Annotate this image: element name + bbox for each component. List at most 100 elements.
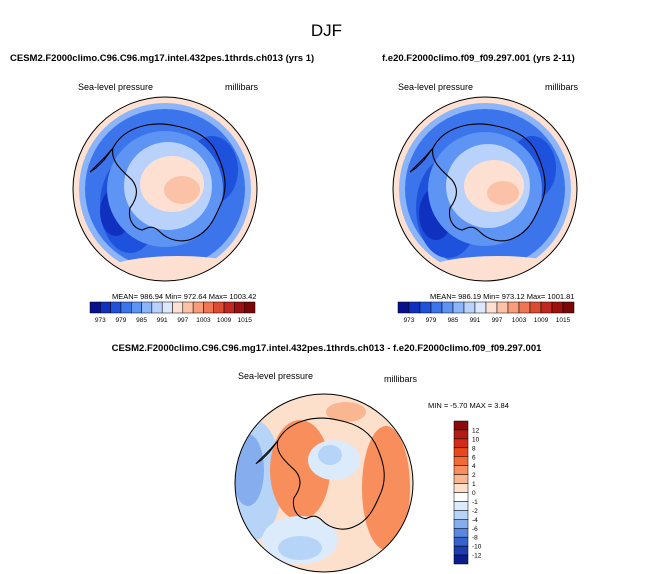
colorbar-panel2-swatch-14 xyxy=(551,301,564,314)
colorbar-difference-label-4: 4 xyxy=(472,463,476,470)
colorbar-panel1-tick-6: 1009 xyxy=(217,317,232,324)
colorbar-panel1-swatch-3 xyxy=(120,301,132,314)
panel3-positive-center xyxy=(270,420,330,520)
colorbar-panel2-swatch-1 xyxy=(408,301,421,314)
panel3-border xyxy=(234,393,414,573)
panel2-map xyxy=(392,96,578,282)
colorbar-panel1-swatch-2 xyxy=(110,301,122,314)
colorbar-difference-swatch-12 xyxy=(453,528,469,538)
main-title: DJF xyxy=(310,21,343,40)
colorbar-panel2-swatch-0 xyxy=(397,301,410,314)
colorbar-panel1-swatch-13 xyxy=(223,301,235,314)
panel1-high-core xyxy=(164,176,200,204)
colorbar-difference-swatch-8 xyxy=(453,492,469,502)
colorbar-difference-swatch-15 xyxy=(453,554,469,565)
colorbar-panel2-tick-3: 991 xyxy=(470,317,481,324)
colorbar-panel2-swatch-7 xyxy=(474,301,487,314)
colorbar-difference-swatch-4 xyxy=(453,456,469,466)
panel2-high-core xyxy=(487,181,519,205)
colorbar-difference-swatch-6 xyxy=(453,474,469,484)
panel3-negative-west-core xyxy=(235,434,264,506)
colorbar-difference-label-14: -12 xyxy=(472,553,482,560)
colorbar-panel2-tick-1: 979 xyxy=(426,317,437,324)
colorbar-panel2-swatch-5 xyxy=(452,301,465,314)
colorbar-panel2-swatch-15 xyxy=(562,301,575,314)
colorbar-panel2-tick-2: 985 xyxy=(448,317,459,324)
colorbar-panel1-swatch-6 xyxy=(151,301,163,314)
colorbar-panel1-swatch-9 xyxy=(182,301,194,314)
colorbar-panel2-swatch-12 xyxy=(529,301,542,314)
colorbar-difference-swatch-1 xyxy=(453,429,469,440)
colorbar-difference-label-8: -1 xyxy=(472,499,478,506)
colorbar-difference-swatch-11 xyxy=(453,519,469,529)
colorbar-difference-swatch-7 xyxy=(453,483,469,493)
colorbar-difference-label-7: 0 xyxy=(472,490,476,497)
colorbar-panel2-swatch-6 xyxy=(463,301,476,314)
colorbar-panel1-swatch-12 xyxy=(213,301,225,314)
colorbar-panel2-swatch-9 xyxy=(496,301,509,314)
colorbar-difference-label-5: 2 xyxy=(472,472,476,479)
colorbar-panel1-swatch-14 xyxy=(234,301,245,314)
panel3-negative-south-core xyxy=(278,536,322,560)
colorbar-difference-swatch-10 xyxy=(453,510,469,520)
colorbar-panel1-swatch-15 xyxy=(244,301,256,314)
colorbar-panel1-tick-2: 985 xyxy=(136,317,147,324)
colorbar-difference-label-3: 6 xyxy=(472,454,476,461)
colorbar-panel2-swatch-11 xyxy=(518,301,531,314)
colorbar-panel1-tick-0: 973 xyxy=(95,317,106,324)
panel2-title: f.e20.F2000climo.f09_f09.297.001 (yrs 2-… xyxy=(382,53,575,64)
colorbar-panel1-tick-3: 991 xyxy=(157,317,168,324)
colorbar-panel2-swatch-3 xyxy=(430,301,443,314)
colorbar-difference-label-13: -10 xyxy=(472,544,482,551)
colorbar-difference-label-6: 1 xyxy=(472,481,476,488)
colorbar-difference-swatch-13 xyxy=(453,536,469,547)
panel2-border xyxy=(392,96,578,282)
colorbar-panel1-swatch-1 xyxy=(100,301,111,314)
colorbar-panel1-tick-5: 1003 xyxy=(196,317,211,324)
colorbar-difference-label-11: -6 xyxy=(472,526,478,533)
colorbar-difference-swatch-2 xyxy=(453,438,469,449)
colorbar-panel1-swatch-0 xyxy=(89,301,101,314)
colorbar-panel1-tick-1: 979 xyxy=(116,317,127,324)
colorbar-panel1-swatch-8 xyxy=(172,301,184,314)
colorbar-panel2-swatch-4 xyxy=(441,301,454,314)
colorbar-difference-label-1: 10 xyxy=(472,436,480,443)
colorbar-panel1-swatch-11 xyxy=(203,301,214,314)
colorbar-panel1: 973 979 985 991 997 1003 1009 1015 xyxy=(89,301,256,324)
colorbar-panel2-swatch-2 xyxy=(419,301,432,314)
panel3-positive-north xyxy=(326,402,366,422)
colorbar-panel1-swatch-10 xyxy=(192,301,204,314)
colorbar-panel2-tick-6: 1009 xyxy=(534,317,549,324)
colorbar-panel2-tick-7: 1015 xyxy=(556,317,571,324)
panel2-stats: MEAN= 986.19 Min= 973.12 Max= 1001.81 xyxy=(430,292,575,301)
panel1-title: CESM2.F2000climo.C96.C96.mg17.intel.432p… xyxy=(10,53,315,64)
panel3-map xyxy=(234,393,414,573)
colorbar-difference-label-2: 8 xyxy=(472,445,476,452)
colorbar-difference-swatch-0 xyxy=(453,420,469,431)
colorbar-panel1-swatch-5 xyxy=(141,301,153,314)
colorbar-panel2-swatch-13 xyxy=(540,301,553,314)
colorbar-difference-swatch-9 xyxy=(453,501,469,511)
panel3-variable-label: Sea-level pressure xyxy=(238,371,314,381)
panel1-stats: MEAN= 986.94 Min= 972.64 Max= 1003.42 xyxy=(112,292,257,301)
panel3-positive-east xyxy=(362,426,410,550)
colorbar-panel1-swatch-4 xyxy=(131,301,142,314)
panel2-variable-label: Sea-level pressure xyxy=(398,82,474,92)
panel2-units-label: millibars xyxy=(545,82,579,92)
colorbar-difference-label-12: -8 xyxy=(472,535,478,542)
colorbar-panel2: 973 979 985 991 997 1003 1009 1015 xyxy=(397,301,575,324)
panel3-title: CESM2.F2000climo.C96.C96.mg17.intel.432p… xyxy=(111,343,542,354)
colorbar-difference-swatch-14 xyxy=(453,545,469,556)
panel3-units-label: millibars xyxy=(384,374,418,384)
colorbar-difference-swatch-5 xyxy=(453,465,469,475)
panel1-variable-label: Sea-level pressure xyxy=(78,82,154,92)
colorbar-panel2-tick-0: 973 xyxy=(404,317,415,324)
colorbar-difference-label-0: 12 xyxy=(472,427,480,434)
colorbar-difference-swatch-3 xyxy=(453,447,469,457)
panel3-stats: MIN = -5.70 MAX = 3.84 xyxy=(428,401,509,410)
colorbar-panel2-swatch-8 xyxy=(485,301,498,314)
colorbar-panel2-tick-5: 1003 xyxy=(512,317,527,324)
colorbar-panel2-swatch-10 xyxy=(507,301,520,314)
